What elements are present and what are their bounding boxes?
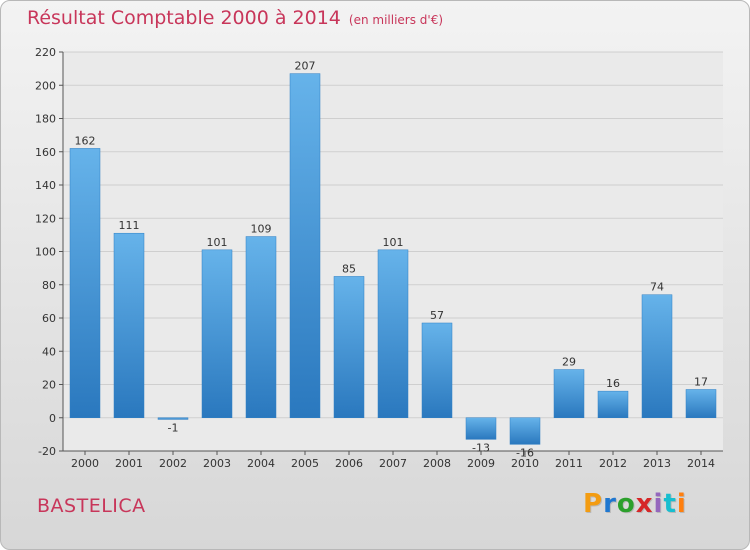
value-label-2009: -13 <box>472 441 490 454</box>
y-tick-label: 200 <box>35 79 56 92</box>
x-tick-label-2013: 2013 <box>643 457 671 470</box>
y-tick-label: 140 <box>35 179 56 192</box>
value-label-2000: 162 <box>75 134 96 147</box>
chart-title: Résultat Comptable 2000 à 2014 (en millie… <box>27 7 443 29</box>
value-label-2003: 101 <box>207 236 228 249</box>
bar-2006 <box>333 276 365 418</box>
proxiti-logo: Proxiti <box>583 489 687 519</box>
y-tick-label: 60 <box>42 312 56 325</box>
bar-2013 <box>641 294 673 419</box>
value-label-2005: 207 <box>295 60 316 73</box>
chart-subtitle: (en milliers d'€) <box>348 13 444 27</box>
bar-2003 <box>201 249 233 418</box>
chart-title-text: Résultat Comptable 2000 à 2014 <box>27 7 341 29</box>
bar-2002 <box>157 417 189 420</box>
value-label-2012: 16 <box>606 377 620 390</box>
y-tick-label: 220 <box>35 46 56 59</box>
commune-name: BASTELICA <box>37 495 146 517</box>
bar-2001 <box>113 232 145 418</box>
value-label-2007: 101 <box>383 236 404 249</box>
y-tick-label: 20 <box>42 379 56 392</box>
logo-letter: t <box>663 489 677 519</box>
logo-letter: P <box>583 489 604 519</box>
logo-letter: i <box>653 489 664 519</box>
bar-2000 <box>69 148 101 419</box>
x-tick-label-2007: 2007 <box>379 457 407 470</box>
bar-2011 <box>553 369 585 419</box>
value-label-2001: 111 <box>119 219 140 232</box>
bar-2005 <box>289 73 321 419</box>
logo-letter: x <box>635 489 654 519</box>
x-tick-label-2008: 2008 <box>423 457 451 470</box>
bar-2009 <box>465 417 497 440</box>
bar-2012 <box>597 390 629 418</box>
x-tick-label-2000: 2000 <box>71 457 99 470</box>
bar-2008 <box>421 322 453 418</box>
bar-2007 <box>377 249 409 418</box>
x-tick-label-2001: 2001 <box>115 457 143 470</box>
y-tick-label: 40 <box>42 345 56 358</box>
bar-2014 <box>685 389 717 418</box>
logo-letter: r <box>603 489 617 519</box>
y-tick-label: 0 <box>49 412 56 425</box>
y-tick-label: 100 <box>35 246 56 259</box>
x-tick-label-2011: 2011 <box>555 457 583 470</box>
y-tick-label: 160 <box>35 146 56 159</box>
x-tick-label-2005: 2005 <box>291 457 319 470</box>
x-tick-label-2012: 2012 <box>599 457 627 470</box>
value-label-2002: -1 <box>168 421 179 434</box>
value-label-2008: 57 <box>430 309 444 322</box>
x-tick-label-2009: 2009 <box>467 457 495 470</box>
bar-2004 <box>245 236 277 418</box>
value-label-2006: 85 <box>342 262 356 275</box>
y-tick-label: -20 <box>38 445 56 458</box>
bar-2010 <box>509 417 541 445</box>
x-tick-label-2003: 2003 <box>203 457 231 470</box>
x-tick-label-2002: 2002 <box>159 457 187 470</box>
y-tick-label: 80 <box>42 279 56 292</box>
x-tick-label-2014: 2014 <box>687 457 715 470</box>
logo-letter: i <box>676 489 687 519</box>
value-label-2011: 29 <box>562 356 576 369</box>
value-label-2004: 109 <box>251 223 272 236</box>
y-tick-label: 120 <box>35 212 56 225</box>
value-label-2013: 74 <box>650 281 664 294</box>
logo-letter: o <box>616 489 636 519</box>
x-tick-label-2006: 2006 <box>335 457 363 470</box>
x-tick-label-2010: 2010 <box>511 457 539 470</box>
x-tick-label-2004: 2004 <box>247 457 275 470</box>
value-label-2014: 17 <box>694 375 708 388</box>
y-tick-label: 180 <box>35 113 56 126</box>
